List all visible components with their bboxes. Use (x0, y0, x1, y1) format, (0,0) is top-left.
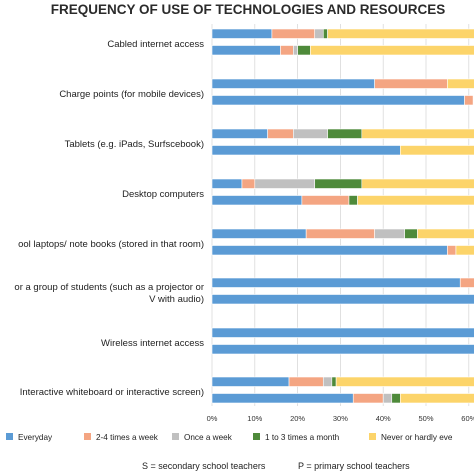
bar-segment (241, 178, 256, 189)
legend-swatch (6, 433, 13, 440)
bar-segment (211, 327, 474, 338)
x-tick-label: 30% (333, 414, 348, 423)
bar-segment (331, 376, 337, 387)
x-tick-label: 60% (461, 414, 474, 423)
bar-segment (459, 277, 474, 288)
legend-label: Never or hardly eve (381, 433, 453, 442)
bar-segment (400, 393, 474, 404)
bar-segment (211, 78, 375, 89)
bar-segment (314, 28, 324, 39)
bar-segment (271, 28, 316, 39)
bar-segment (447, 245, 457, 256)
bar-segment (382, 393, 393, 404)
category-label: Tablets (e.g. iPads, Surfscebook) (65, 139, 204, 150)
legend-swatch (253, 433, 260, 440)
bar-segment (310, 45, 474, 56)
category-label: Charge points (for mobile devices) (59, 89, 204, 100)
category-label: Desktop computers (122, 189, 204, 200)
bar-segment (335, 376, 474, 387)
bar-segment (357, 195, 474, 206)
bar-segment (447, 78, 474, 89)
bar-segment (211, 277, 461, 288)
category-label: Cabled internet access (107, 39, 204, 50)
bar-segment (305, 228, 375, 239)
legend-swatch (172, 433, 179, 440)
bar-segment (348, 195, 358, 206)
bar-segment (404, 228, 418, 239)
bar-segment (327, 128, 363, 139)
x-tick-label: 40% (376, 414, 391, 423)
category-label: or a group of students (such as a projec… (14, 282, 204, 293)
x-tick-label: 50% (418, 414, 433, 423)
category-label: Interactive whiteboard or interactive sc… (20, 387, 204, 398)
bar-segment (361, 128, 474, 139)
bar-segment (211, 178, 243, 189)
legend-label: Once a week (184, 433, 233, 442)
category-label: Wireless internet access (101, 338, 204, 349)
bar-segment (352, 393, 384, 404)
bar-segment (293, 45, 298, 56)
bar-segment (374, 78, 448, 89)
bar-segment (211, 28, 273, 39)
legend-label: Everyday (18, 433, 53, 442)
x-tick-label: 0% (207, 414, 218, 423)
bar-segment (361, 178, 474, 189)
bar-segment (211, 393, 354, 404)
bar-segment (280, 45, 294, 56)
chart-title: FREQUENCY OF USE OF TECHNOLOGIES AND RES… (51, 2, 446, 17)
legend-label: 2-4 times a week (96, 433, 159, 442)
bar-segment (455, 245, 474, 256)
bar-segment (211, 344, 474, 355)
legend-swatch (369, 433, 376, 440)
bar-segment (400, 145, 474, 156)
bar-segment (211, 128, 268, 139)
bar-segment (314, 178, 363, 189)
bar-segment (267, 128, 294, 139)
bar-segment (211, 145, 401, 156)
legend: Everyday 2-4 times a week Once a week 1 to … (6, 433, 453, 442)
bar-segment (293, 128, 328, 139)
x-axis-ticks: 0% 10% 20% 30% 40% 50% 60% (207, 414, 474, 423)
legend-label: 1 to 3 times a month (265, 433, 340, 442)
bar-segment (464, 95, 474, 106)
bar-segment (211, 195, 303, 206)
bar-segment (288, 376, 324, 387)
bar-segment (374, 228, 405, 239)
bar-segment (211, 376, 290, 387)
bar-segment (327, 28, 474, 39)
bar-segment (301, 195, 350, 206)
bar-segment (211, 95, 465, 106)
bar-segment (297, 45, 311, 56)
footnote-primary: P = primary school teachers (298, 461, 410, 471)
bar-segment (254, 178, 316, 189)
footnote-secondary: S = secondary school teachers (142, 461, 266, 471)
x-tick-label: 20% (290, 414, 305, 423)
category-label: V with audio) (149, 294, 204, 305)
bar-segment (211, 45, 281, 56)
x-tick-label: 10% (247, 414, 262, 423)
bar-segment (211, 294, 474, 305)
category-label: ool laptops/ note books (stored in that … (18, 239, 204, 250)
bars (211, 28, 474, 404)
bar-segment (211, 245, 448, 256)
legend-swatch (84, 433, 91, 440)
bar-segment (417, 228, 474, 239)
bar-segment (322, 28, 328, 39)
bar-segment (211, 228, 307, 239)
bar-segment (322, 376, 333, 387)
category-labels: Cabled internet access Charge points (for… (14, 39, 204, 398)
bar-segment (391, 393, 401, 404)
